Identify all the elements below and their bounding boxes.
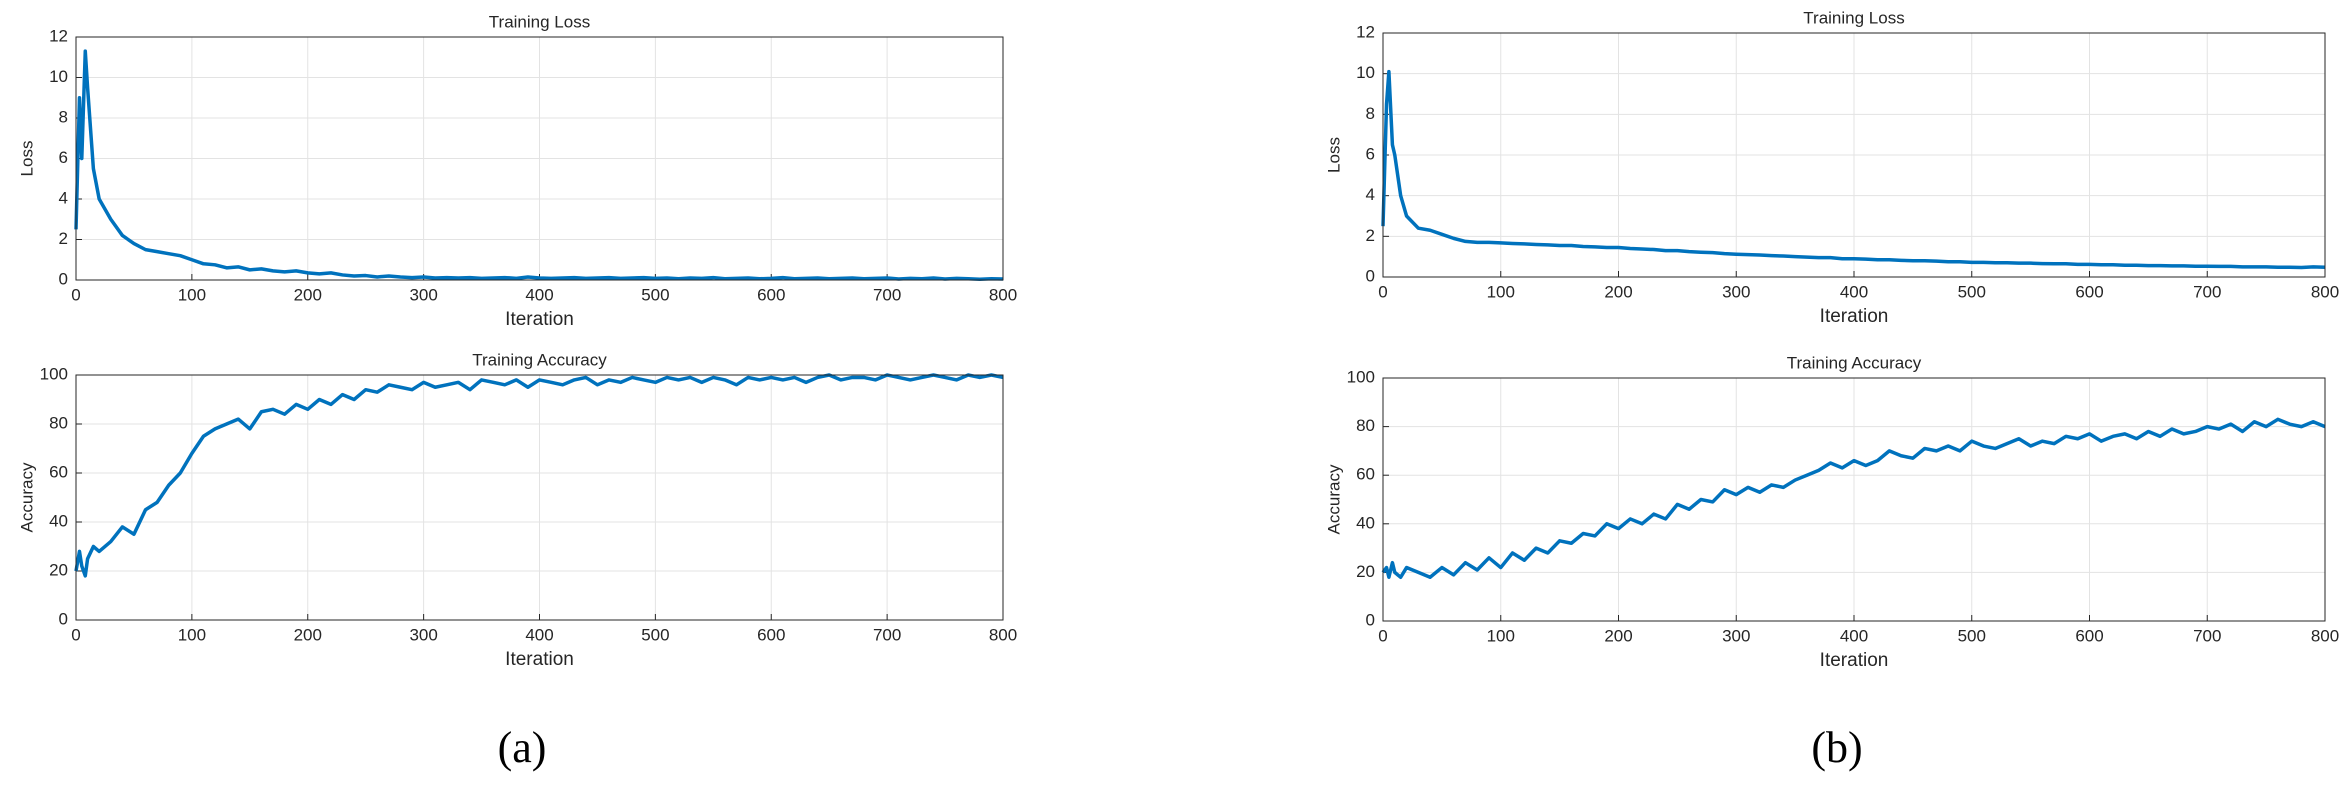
x-tick-label: 500 bbox=[1958, 626, 1986, 645]
y-tick-label: 2 bbox=[1366, 226, 1375, 245]
y-tick-label: 0 bbox=[59, 609, 68, 628]
y-tick-label: 100 bbox=[1347, 367, 1375, 386]
x-tick-label: 800 bbox=[989, 285, 1017, 304]
y-tick-label: 10 bbox=[1356, 63, 1375, 82]
axes-frame bbox=[75, 36, 1004, 281]
y-tick-label: 12 bbox=[1356, 22, 1375, 41]
x-tick-label: 400 bbox=[525, 625, 553, 644]
y-axis-label: Accuracy bbox=[17, 462, 36, 532]
chart-title: Training Loss bbox=[1803, 8, 1904, 27]
y-tick-label: 2 bbox=[59, 229, 68, 248]
data-line bbox=[74, 49, 1004, 281]
x-axis-label: Iteration bbox=[505, 649, 574, 670]
axes-frame bbox=[75, 374, 1004, 621]
y-tick-label: 4 bbox=[1366, 185, 1375, 204]
x-tick-label: 100 bbox=[1487, 626, 1515, 645]
x-tick-label: 700 bbox=[2193, 626, 2221, 645]
y-tick-label: 0 bbox=[59, 269, 68, 288]
panel-caption: (a) bbox=[498, 723, 547, 772]
x-tick-label: 100 bbox=[178, 625, 206, 644]
y-tick-label: 40 bbox=[1356, 513, 1375, 532]
axes-frame bbox=[1382, 377, 2326, 622]
x-tick-label: 0 bbox=[1378, 282, 1387, 301]
y-tick-label: 12 bbox=[49, 26, 68, 45]
chart-title: Training Loss bbox=[489, 12, 590, 31]
x-tick-label: 300 bbox=[1722, 626, 1750, 645]
x-tick-label: 0 bbox=[71, 625, 80, 644]
y-axis-label: Loss bbox=[17, 141, 36, 177]
x-tick-label: 800 bbox=[989, 625, 1017, 644]
axes-frame bbox=[1382, 32, 2326, 278]
y-tick-label: 80 bbox=[1356, 416, 1375, 435]
y-tick-label: 20 bbox=[49, 560, 68, 579]
x-tick-label: 500 bbox=[641, 625, 669, 644]
y-tick-label: 8 bbox=[59, 107, 68, 126]
x-axis-label: Iteration bbox=[505, 309, 574, 330]
x-tick-label: 600 bbox=[2075, 626, 2103, 645]
x-tick-label: 300 bbox=[1722, 282, 1750, 301]
chart-title: Training Accuracy bbox=[1787, 353, 1922, 372]
y-tick-label: 4 bbox=[59, 188, 68, 207]
x-tick-label: 200 bbox=[1604, 626, 1632, 645]
y-tick-label: 100 bbox=[40, 364, 68, 383]
x-axis-label: Iteration bbox=[1820, 306, 1889, 327]
x-tick-label: 300 bbox=[409, 285, 437, 304]
data-line bbox=[1381, 69, 2326, 270]
x-axis-label: Iteration bbox=[1820, 650, 1889, 671]
y-tick-label: 6 bbox=[59, 148, 68, 167]
x-tick-label: 0 bbox=[1378, 626, 1387, 645]
x-tick-label: 200 bbox=[294, 625, 322, 644]
y-tick-label: 0 bbox=[1366, 610, 1375, 629]
x-tick-label: 500 bbox=[641, 285, 669, 304]
x-tick-label: 700 bbox=[2193, 282, 2221, 301]
x-tick-label: 500 bbox=[1958, 282, 1986, 301]
x-tick-label: 400 bbox=[525, 285, 553, 304]
y-axis-label: Accuracy bbox=[1324, 464, 1343, 534]
y-tick-label: 0 bbox=[1366, 266, 1375, 285]
data-line bbox=[74, 373, 1004, 578]
x-tick-label: 700 bbox=[873, 625, 901, 644]
panel-caption: (b) bbox=[1811, 723, 1862, 772]
x-tick-label: 0 bbox=[71, 285, 80, 304]
x-tick-label: 600 bbox=[757, 285, 785, 304]
x-tick-label: 400 bbox=[1840, 282, 1868, 301]
x-tick-label: 600 bbox=[757, 625, 785, 644]
x-tick-label: 800 bbox=[2311, 282, 2339, 301]
x-tick-label: 100 bbox=[1487, 282, 1515, 301]
chart-title: Training Accuracy bbox=[472, 350, 607, 369]
y-tick-label: 40 bbox=[49, 511, 68, 530]
y-axis-label: Loss bbox=[1324, 137, 1343, 173]
y-tick-label: 8 bbox=[1366, 104, 1375, 123]
y-tick-label: 20 bbox=[1356, 562, 1375, 581]
x-tick-label: 200 bbox=[1604, 282, 1632, 301]
x-tick-label: 300 bbox=[409, 625, 437, 644]
x-tick-label: 100 bbox=[178, 285, 206, 304]
x-tick-label: 800 bbox=[2311, 626, 2339, 645]
y-tick-label: 10 bbox=[49, 67, 68, 86]
x-tick-label: 700 bbox=[873, 285, 901, 304]
y-tick-label: 60 bbox=[49, 462, 68, 481]
data-line bbox=[1381, 417, 2326, 580]
y-tick-label: 60 bbox=[1356, 465, 1375, 484]
y-tick-label: 6 bbox=[1366, 144, 1375, 163]
x-tick-label: 600 bbox=[2075, 282, 2103, 301]
x-tick-label: 400 bbox=[1840, 626, 1868, 645]
y-tick-label: 80 bbox=[49, 413, 68, 432]
x-tick-label: 200 bbox=[294, 285, 322, 304]
